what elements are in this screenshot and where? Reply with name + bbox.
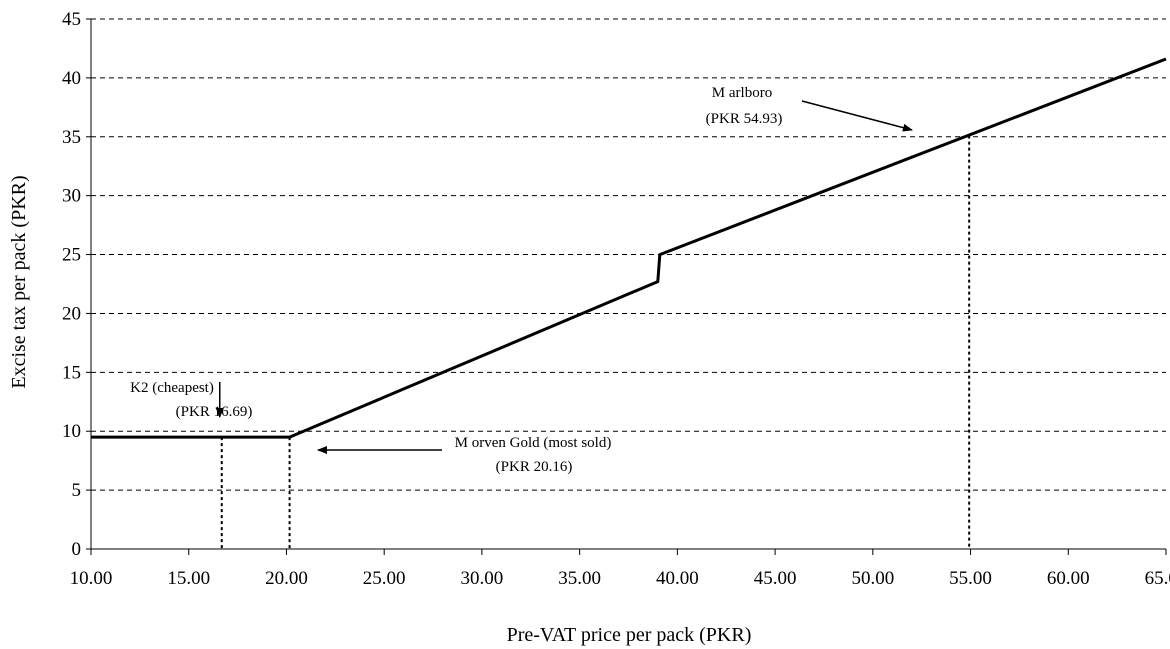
annotation-marlboro-arrow xyxy=(801,100,913,132)
x-tick-label: 60.00 xyxy=(1047,568,1090,589)
x-tick-label: 45.00 xyxy=(754,568,797,589)
annotation-morven-label: M orven Gold (most sold) xyxy=(455,435,612,451)
y-axis-title: Excise tax per pack (PKR) xyxy=(8,175,30,388)
annotation-k2-label: K2 (cheapest) xyxy=(130,380,214,396)
x-tick-label: 20.00 xyxy=(265,568,308,589)
reference-lines xyxy=(220,135,971,549)
y-tick-label: 25 xyxy=(62,245,81,266)
x-tick-label: 55.00 xyxy=(949,568,992,589)
x-tick-label: 50.00 xyxy=(851,568,894,589)
y-tick-label: 0 xyxy=(72,539,82,560)
x-tick-label: 15.00 xyxy=(167,568,210,589)
y-tick-label: 20 xyxy=(62,303,81,324)
y-tick-label: 45 xyxy=(62,9,81,30)
axes xyxy=(86,18,1167,555)
tick-labels: 0 5 10 15 20 25 30 35 40 45 10.00 15.00 20.00 25.00 30… xyxy=(62,9,1170,589)
annotation-marlboro-label: M arlboro xyxy=(712,85,772,101)
annotation-marlboro-price: (PKR 54.93) xyxy=(706,111,783,127)
x-tick-label: 30.00 xyxy=(461,568,504,589)
y-tick-label: 30 xyxy=(62,186,81,207)
y-tick-label: 15 xyxy=(62,362,81,383)
x-tick-label: 65.00 xyxy=(1145,568,1170,589)
x-tick-label: 40.00 xyxy=(656,568,699,589)
series-line xyxy=(91,57,1167,439)
y-tick-label: 35 xyxy=(62,127,81,148)
annotation-k2-price: (PKR 16.69) xyxy=(176,404,253,420)
series-group xyxy=(91,57,1167,439)
y-tick-label: 5 xyxy=(72,480,82,501)
annotations: K2 (cheapest) (PKR 16.69) M orven Gold (mo… xyxy=(130,85,913,475)
y-tick-label: 40 xyxy=(62,68,81,89)
y-tick-label: 10 xyxy=(62,421,81,442)
gridlines xyxy=(91,18,1166,491)
x-tick-label: 10.00 xyxy=(70,568,113,589)
x-tick-label: 35.00 xyxy=(558,568,601,589)
x-axis-title: Pre-VAT price per pack (PKR) xyxy=(507,624,752,646)
annotation-morven-price: (PKR 20.16) xyxy=(496,459,573,475)
x-tick-label: 25.00 xyxy=(363,568,406,589)
